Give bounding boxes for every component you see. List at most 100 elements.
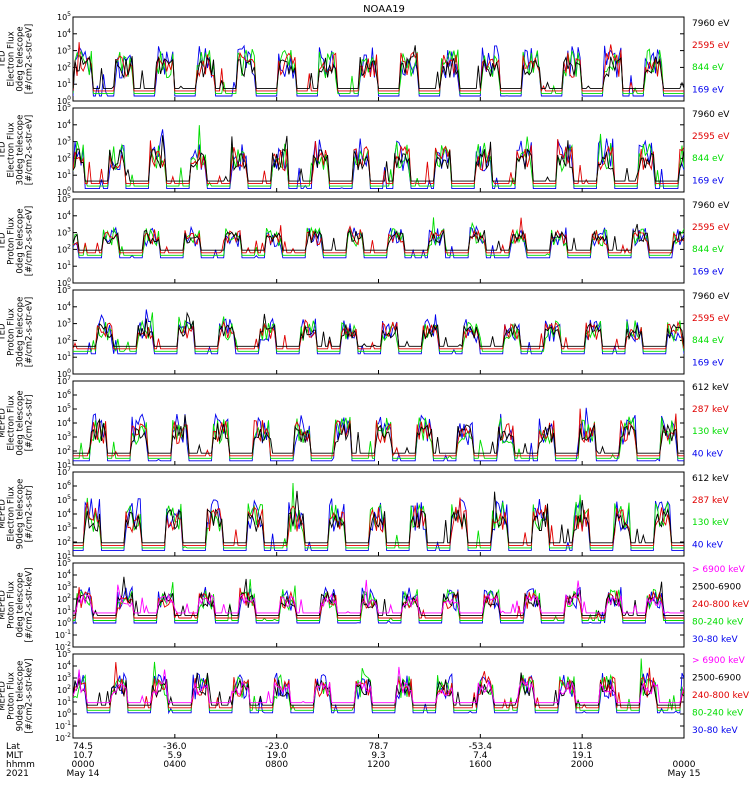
y-tick-label: 105 <box>57 403 71 414</box>
y-tick-label: 104 <box>57 508 71 519</box>
x-mlt-label: 7.4 <box>473 751 488 761</box>
y-tick-label: 102 <box>57 684 71 695</box>
y-axis-label-line: Electron Flux <box>7 486 17 541</box>
legend-entry: 7960 eV <box>692 201 730 211</box>
y-tick-label: 103 <box>57 672 71 683</box>
panel-5: 101 102 103 104 105 106 107 MEPEDElectron Flux0… <box>0 375 729 470</box>
y-axis-label-line: [#/cm2-s-str-keV] <box>25 659 35 734</box>
legend-entry: 40 keV <box>692 449 724 459</box>
y-axis-label: TEDElectron Flux30deg telescope[#/cm2-s-… <box>0 115 35 186</box>
y-tick-label: 104 <box>57 28 71 39</box>
plot-area <box>73 576 684 624</box>
y-tick-label: 105 <box>57 648 71 659</box>
series-trace <box>73 662 684 709</box>
panel-2: 100 101 102 103 104 105 TEDElectron Flux30deg … <box>0 102 730 197</box>
y-axis-label-line: Electron Flux <box>7 31 17 86</box>
y-tick-label: 101 <box>57 459 71 470</box>
panel-4: 100 101 102 103 104 105 TEDProton Flux30deg te… <box>0 284 730 379</box>
y-tick-label: 102 <box>57 61 71 72</box>
y-axis-label-line: [#/cm2-s-str-keV] <box>25 568 35 643</box>
y-tick-label: 100 <box>57 95 71 106</box>
series-trace <box>73 42 684 93</box>
y-axis-label-line: 30deg telescope <box>16 297 26 368</box>
y-axis-label: MEPEDProton Flux0deg telescope[#/cm2-s-s… <box>0 568 35 643</box>
series-trace <box>73 587 684 619</box>
y-tick-label: 104 <box>57 119 71 130</box>
legend-entry: 30-80 keV <box>692 635 738 645</box>
x-hhmm-label: 2000 <box>571 760 594 770</box>
y-tick-label: 101 <box>57 605 71 616</box>
legend-entry: 2500-6900 <box>692 674 741 684</box>
y-axis-label-line: TED <box>0 232 8 251</box>
legend-entry: > 6900 keV <box>692 565 746 575</box>
legend-entry: 169 eV <box>692 85 725 95</box>
y-tick-label: 101 <box>57 351 71 362</box>
y-tick-label: 101 <box>57 78 71 89</box>
y-tick-label: 10-2 <box>55 641 71 652</box>
series-trace <box>73 135 684 182</box>
x-lat-label: -53.4 <box>469 742 493 752</box>
legend-entry: 130 keV <box>692 427 729 437</box>
y-tick-label: 104 <box>57 417 71 428</box>
plot-area <box>73 482 684 551</box>
y-tick-label: 102 <box>57 536 71 547</box>
legend-entry: 40 keV <box>692 540 724 550</box>
y-tick-label: 106 <box>57 389 71 400</box>
y-tick-label: 102 <box>57 334 71 345</box>
y-tick-label: 105 <box>57 557 71 568</box>
x-mlt-label: 19.0 <box>267 751 287 761</box>
y-tick-label: 102 <box>57 152 71 163</box>
y-tick-label: 102 <box>57 243 71 254</box>
y-axis-label-line: Proton Flux <box>7 581 17 629</box>
y-axis-label-line: 0deg telescope <box>16 208 26 273</box>
legend-entry: 169 eV <box>692 176 725 186</box>
y-axis-label-line: 90deg telescope <box>16 479 26 550</box>
series-trace <box>73 319 684 350</box>
legend-entry: 844 eV <box>692 245 725 255</box>
legend-entry: 287 keV <box>692 496 729 506</box>
y-tick-label: 100 <box>57 186 71 197</box>
x-date-label: May 15 <box>668 769 701 779</box>
x-mlt-label: 19.1 <box>572 751 592 761</box>
y-axis-label-line: TED <box>0 323 8 342</box>
series-trace <box>73 666 684 704</box>
x-hhmm-label: 0400 <box>163 760 186 770</box>
chart-title: NOAA19 <box>363 4 405 15</box>
y-tick-label: 101 <box>57 550 71 561</box>
y-tick-label: 104 <box>57 210 71 221</box>
y-axis-label-line: Electron Flux <box>7 122 17 177</box>
legend-entry: 844 eV <box>692 154 725 164</box>
y-tick-label: 103 <box>57 318 71 329</box>
y-axis-label-line: [#/cm2-s-str] <box>25 486 35 543</box>
series-trace <box>73 223 684 251</box>
series-trace <box>73 48 684 94</box>
panel-6: 101 102 103 104 105 106 107 MEPEDElectron Flux9… <box>0 466 729 561</box>
x-date-label: May 14 <box>67 769 100 779</box>
y-axis-label-line: 0deg telescope <box>16 26 26 91</box>
legend-entry: 612 keV <box>692 383 729 393</box>
series-trace <box>73 585 684 624</box>
series-trace <box>73 497 684 546</box>
y-axis-label-line: 30deg telescope <box>16 115 26 186</box>
y-axis-label-line: Electron Flux <box>7 395 17 450</box>
legend-entry: 30-80 keV <box>692 726 738 736</box>
series-trace <box>73 44 684 97</box>
y-axis-label-line: 90deg telescope <box>16 661 26 732</box>
x-mlt-label: 5.9 <box>168 751 183 761</box>
y-tick-label: 101 <box>57 260 71 271</box>
y-axis-label: TEDProton Flux30deg telescope[#/cm2-s-st… <box>0 297 35 368</box>
y-axis-label: TEDElectron Flux0deg telescope[#/cm2-s-s… <box>0 24 35 94</box>
legend-entry: 80-240 keV <box>692 618 744 628</box>
y-tick-label: 103 <box>57 431 71 442</box>
legend-entry: 169 eV <box>692 358 725 368</box>
legend-entry: 7960 eV <box>692 19 730 29</box>
x-row-label: MLT <box>6 751 24 761</box>
y-axis-label-line: [#/cm2-s-str] <box>25 395 35 452</box>
x-lat-label: 11.8 <box>572 742 592 752</box>
y-tick-label: 100 <box>57 708 71 719</box>
y-tick-label: 102 <box>57 445 71 456</box>
